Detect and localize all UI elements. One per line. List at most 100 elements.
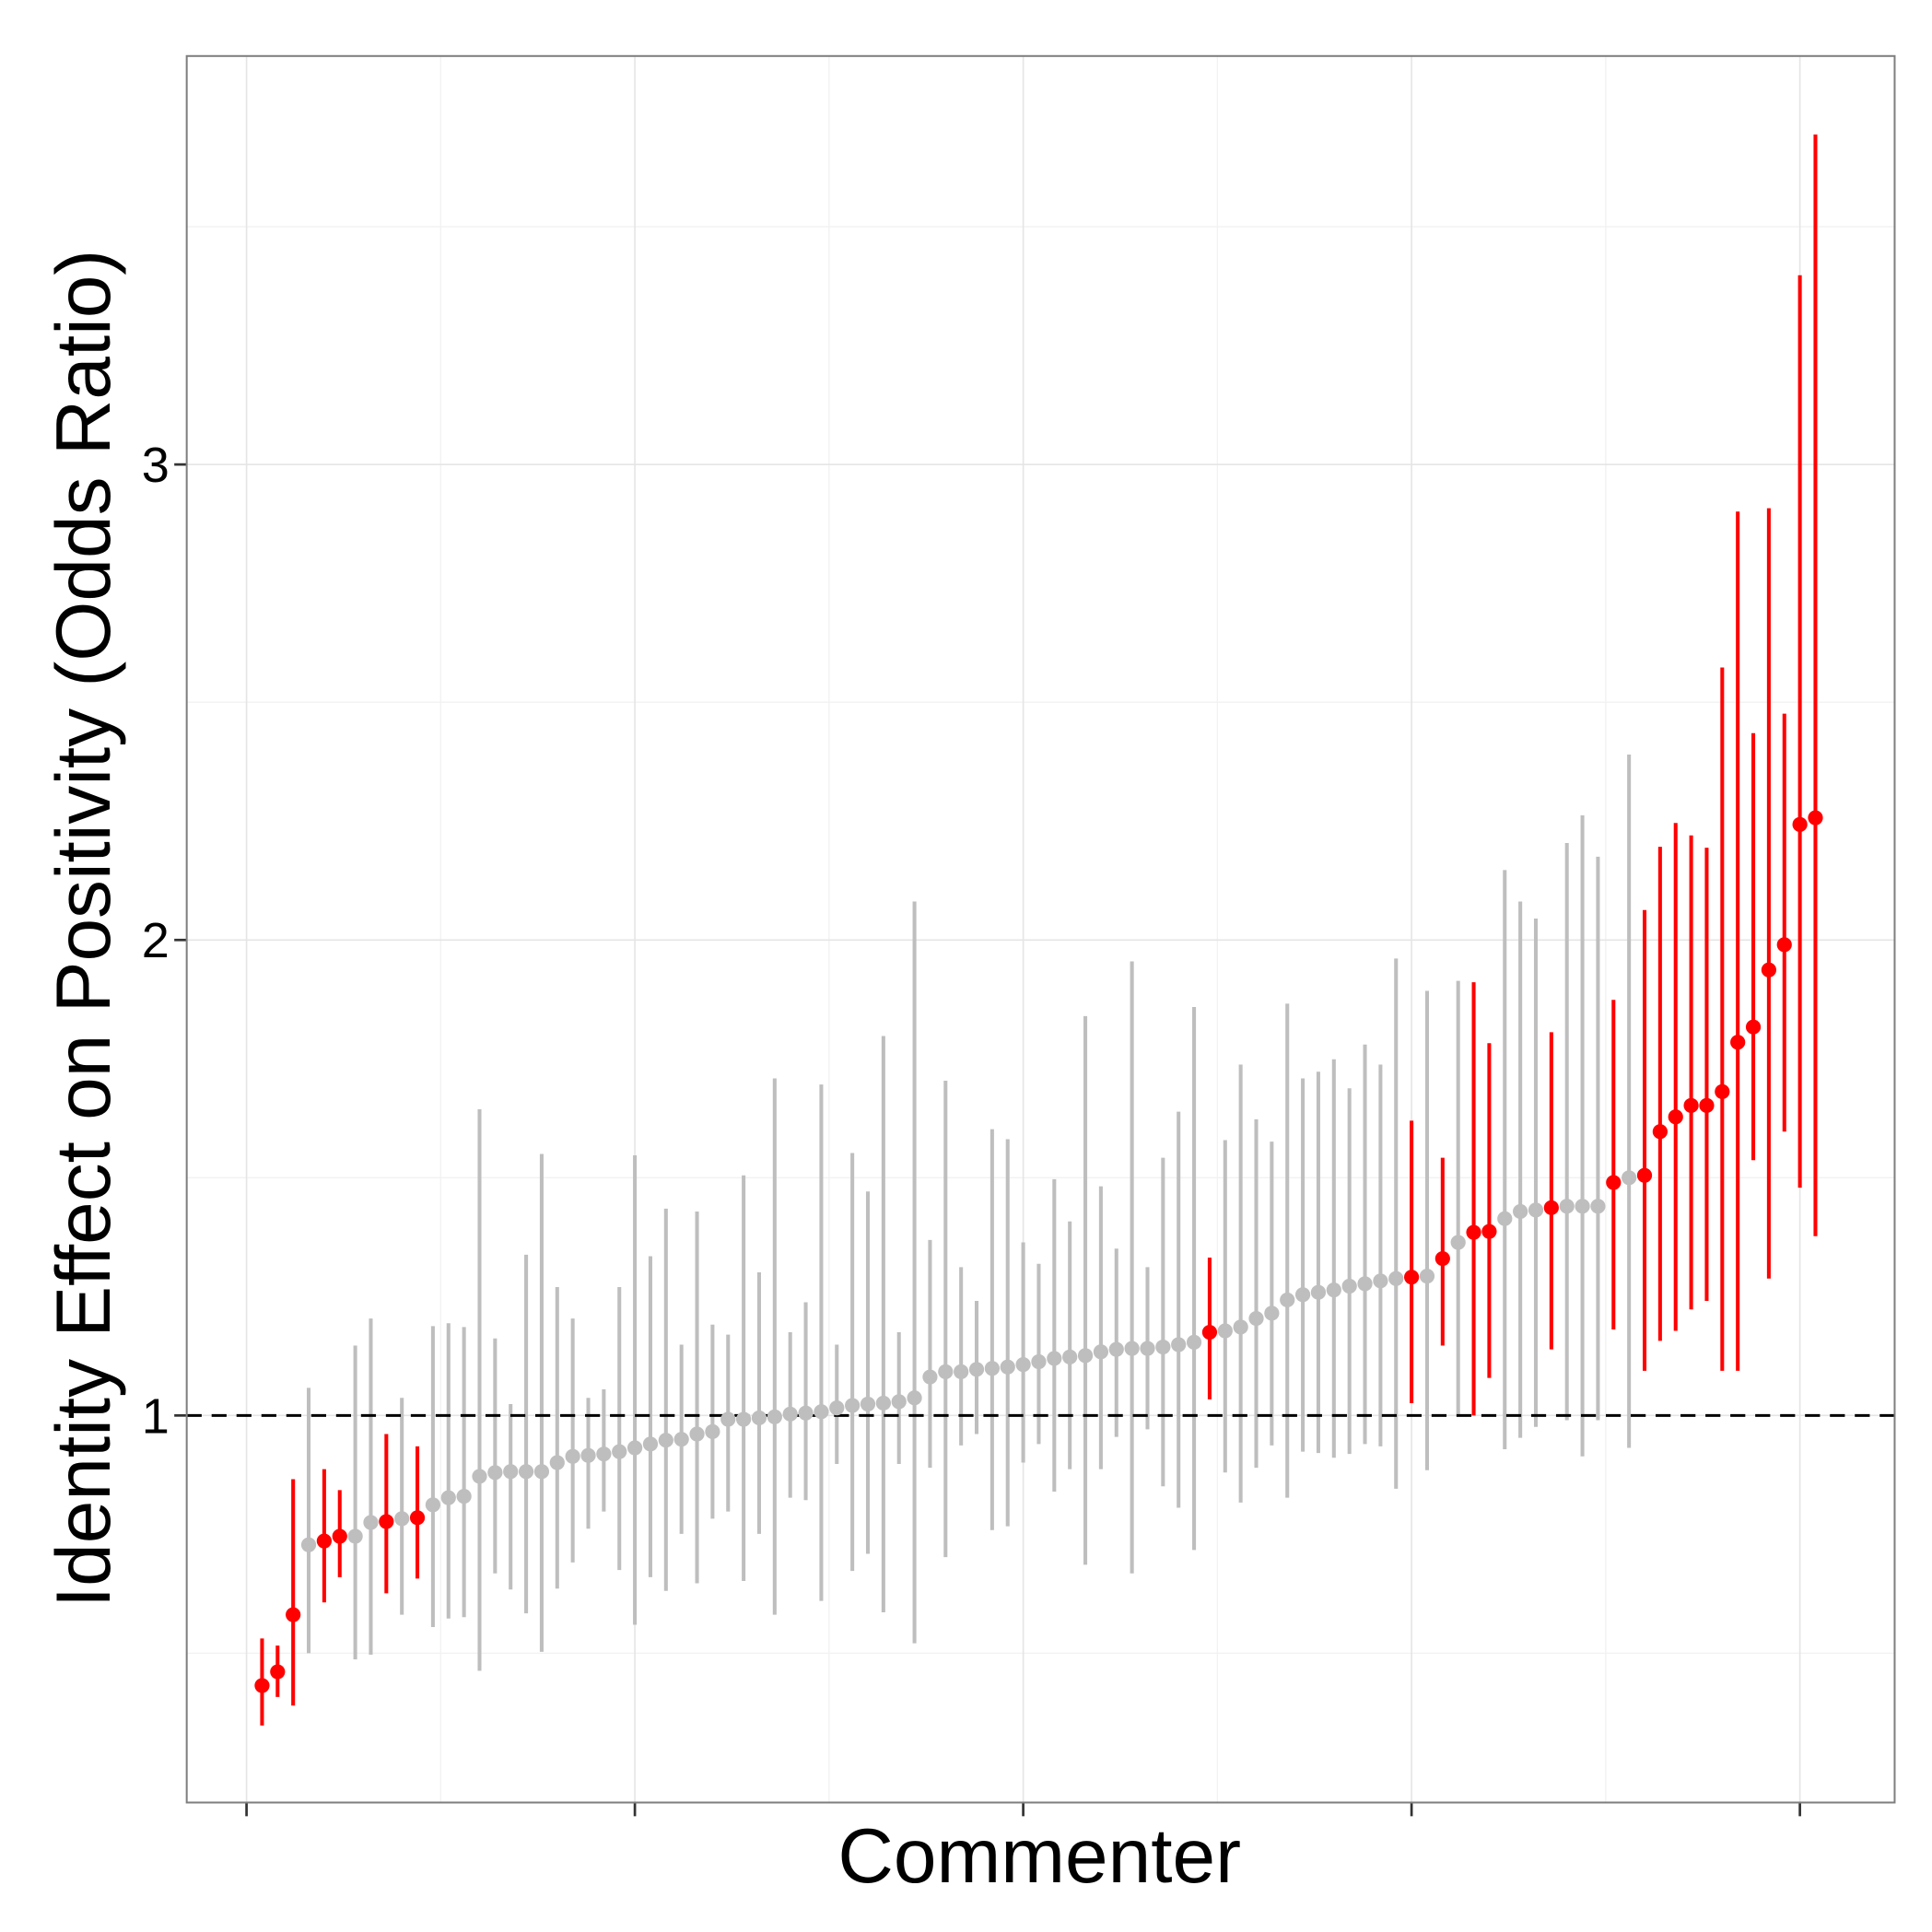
point <box>689 1426 705 1442</box>
point <box>565 1448 580 1464</box>
point <box>1450 1235 1466 1250</box>
point <box>487 1465 503 1481</box>
point <box>1404 1270 1420 1285</box>
point <box>1077 1348 1094 1364</box>
point <box>658 1433 673 1448</box>
point <box>1543 1200 1559 1215</box>
point <box>1528 1202 1544 1218</box>
point <box>1606 1175 1622 1190</box>
point <box>1745 1019 1762 1035</box>
point <box>1047 1351 1062 1366</box>
point <box>1248 1310 1264 1327</box>
point <box>1000 1359 1015 1375</box>
point <box>612 1444 627 1459</box>
point <box>1108 1341 1124 1357</box>
point <box>984 1361 1000 1376</box>
point <box>1559 1199 1575 1214</box>
point <box>1062 1349 1078 1364</box>
point <box>549 1455 565 1470</box>
point <box>673 1432 689 1447</box>
point <box>1761 962 1777 978</box>
point <box>1233 1319 1248 1335</box>
point <box>1419 1269 1435 1284</box>
point <box>751 1410 767 1426</box>
point <box>736 1411 752 1427</box>
point <box>440 1490 456 1505</box>
point <box>1280 1292 1295 1308</box>
point <box>1388 1270 1404 1286</box>
point <box>300 1537 317 1552</box>
point <box>1668 1109 1683 1125</box>
point <box>1171 1337 1187 1352</box>
point <box>1622 1170 1637 1186</box>
point <box>845 1398 861 1413</box>
point <box>705 1423 720 1440</box>
point <box>332 1528 347 1544</box>
point <box>875 1395 891 1411</box>
point <box>968 1362 985 1377</box>
point <box>316 1533 332 1549</box>
point <box>1434 1250 1450 1267</box>
point <box>1155 1339 1171 1355</box>
point <box>503 1464 519 1480</box>
point <box>1481 1224 1497 1239</box>
point <box>1466 1224 1481 1240</box>
point <box>254 1678 270 1693</box>
point <box>286 1607 301 1622</box>
point <box>1652 1124 1668 1140</box>
point <box>533 1464 550 1480</box>
point <box>518 1464 534 1480</box>
point <box>1373 1273 1388 1289</box>
y-tick-label: 3 <box>142 438 170 493</box>
point <box>922 1369 938 1385</box>
point <box>1792 816 1808 832</box>
point <box>1326 1282 1341 1298</box>
point <box>626 1440 643 1456</box>
point <box>829 1400 845 1416</box>
point <box>720 1411 736 1427</box>
point <box>409 1510 426 1526</box>
point <box>907 1390 922 1406</box>
point <box>1699 1097 1715 1113</box>
panel-border <box>185 54 1896 1804</box>
point <box>891 1394 907 1410</box>
point <box>938 1364 954 1379</box>
y-tick-label: 1 <box>142 1388 170 1444</box>
point <box>1031 1353 1047 1370</box>
point <box>642 1436 659 1452</box>
point <box>1636 1167 1653 1183</box>
point <box>425 1497 441 1513</box>
point <box>1808 810 1823 825</box>
point <box>814 1404 829 1420</box>
y-axis-title: Identity Effect on Positivity (Odds Rati… <box>40 250 126 1608</box>
point <box>1093 1344 1109 1360</box>
point <box>363 1515 379 1530</box>
point <box>1730 1035 1746 1050</box>
point <box>456 1488 472 1505</box>
point <box>596 1446 612 1462</box>
point <box>1264 1306 1280 1321</box>
point <box>1124 1341 1140 1356</box>
point <box>1186 1334 1202 1350</box>
point <box>347 1528 363 1544</box>
point <box>1497 1211 1513 1226</box>
point <box>1590 1199 1606 1214</box>
point <box>1341 1278 1357 1294</box>
y-tick-label: 2 <box>142 913 170 968</box>
point <box>1575 1199 1590 1214</box>
point <box>1310 1284 1327 1300</box>
point <box>580 1447 596 1463</box>
point <box>798 1405 814 1421</box>
point <box>1683 1097 1699 1113</box>
x-axis-title: Commenter <box>837 1812 1241 1899</box>
point <box>1715 1083 1730 1099</box>
point <box>1294 1287 1311 1303</box>
point <box>1217 1323 1233 1339</box>
point <box>270 1664 286 1680</box>
point <box>1776 937 1792 953</box>
point <box>1201 1324 1218 1341</box>
point <box>767 1409 782 1425</box>
point <box>394 1511 410 1527</box>
